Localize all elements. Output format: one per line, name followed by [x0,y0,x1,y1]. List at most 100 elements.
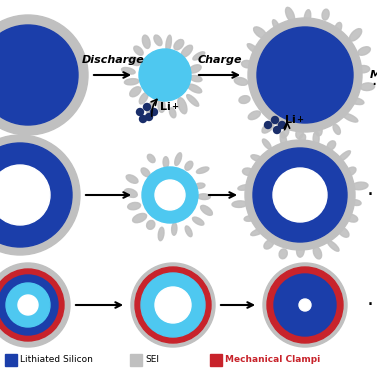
Circle shape [299,299,311,311]
Ellipse shape [337,151,351,162]
Circle shape [265,121,271,129]
Circle shape [142,167,198,223]
Ellipse shape [313,247,322,259]
Ellipse shape [316,126,322,136]
Text: Mechanical Clampi: Mechanical Clampi [225,356,320,365]
Circle shape [0,275,58,335]
Circle shape [6,283,50,327]
Circle shape [257,27,353,123]
Ellipse shape [158,99,165,112]
Circle shape [267,267,343,343]
Circle shape [253,148,347,242]
Circle shape [0,135,80,255]
Circle shape [139,115,147,123]
Ellipse shape [299,134,306,144]
Ellipse shape [239,96,250,104]
Ellipse shape [262,139,271,149]
Ellipse shape [281,129,289,138]
Ellipse shape [188,84,202,93]
Ellipse shape [285,7,294,22]
Ellipse shape [189,65,201,73]
Circle shape [18,295,38,315]
Ellipse shape [357,66,370,73]
Circle shape [274,274,336,336]
Ellipse shape [349,29,362,41]
Circle shape [131,263,215,347]
Ellipse shape [345,167,356,176]
Ellipse shape [251,227,266,236]
Ellipse shape [198,194,210,199]
Ellipse shape [360,83,375,90]
Ellipse shape [147,154,155,162]
Ellipse shape [201,205,212,215]
Circle shape [144,104,150,110]
Ellipse shape [178,98,187,114]
Bar [210,354,222,366]
Ellipse shape [251,155,263,162]
Circle shape [273,168,327,222]
Circle shape [155,180,185,210]
Ellipse shape [134,46,143,55]
Text: +: + [171,102,178,111]
Ellipse shape [126,175,138,183]
Ellipse shape [304,10,311,25]
Circle shape [248,18,362,132]
Ellipse shape [342,113,358,122]
Circle shape [279,121,285,129]
Circle shape [141,273,205,337]
Ellipse shape [232,201,247,207]
Ellipse shape [351,200,361,205]
Circle shape [0,263,70,347]
Text: ·: · [366,295,374,315]
Ellipse shape [254,27,267,38]
Circle shape [136,109,144,115]
Ellipse shape [352,182,368,190]
Text: Charge: Charge [197,55,242,65]
Ellipse shape [128,202,141,210]
Text: ·: · [366,185,374,205]
Circle shape [245,140,355,250]
Ellipse shape [181,45,193,57]
Ellipse shape [242,60,253,68]
Circle shape [135,267,211,343]
Ellipse shape [333,124,340,135]
Ellipse shape [193,217,204,225]
Circle shape [139,49,191,101]
Ellipse shape [338,227,349,237]
Ellipse shape [129,57,141,66]
Ellipse shape [166,35,172,52]
Circle shape [263,263,347,347]
Ellipse shape [185,161,193,170]
Ellipse shape [142,35,150,48]
Circle shape [0,25,78,125]
Ellipse shape [327,241,339,251]
Ellipse shape [262,122,274,133]
Ellipse shape [124,79,139,85]
Circle shape [0,269,64,341]
Ellipse shape [247,44,259,54]
Text: SEI: SEI [145,356,159,365]
Text: +: + [296,115,303,124]
Text: Man: Man [370,70,377,80]
Ellipse shape [185,226,192,237]
Ellipse shape [154,35,162,46]
Ellipse shape [322,9,329,20]
Ellipse shape [141,168,150,177]
Ellipse shape [121,67,135,74]
Ellipse shape [130,87,141,97]
Ellipse shape [163,157,169,168]
Ellipse shape [296,129,303,139]
Ellipse shape [279,249,287,259]
Bar [130,354,142,366]
Ellipse shape [187,95,199,106]
Ellipse shape [244,216,255,221]
Ellipse shape [264,240,274,249]
Circle shape [0,165,50,225]
Circle shape [146,113,153,121]
Circle shape [150,109,158,115]
Ellipse shape [158,227,164,241]
Circle shape [0,15,88,135]
Ellipse shape [190,75,202,82]
Ellipse shape [124,189,137,198]
Ellipse shape [358,47,370,55]
